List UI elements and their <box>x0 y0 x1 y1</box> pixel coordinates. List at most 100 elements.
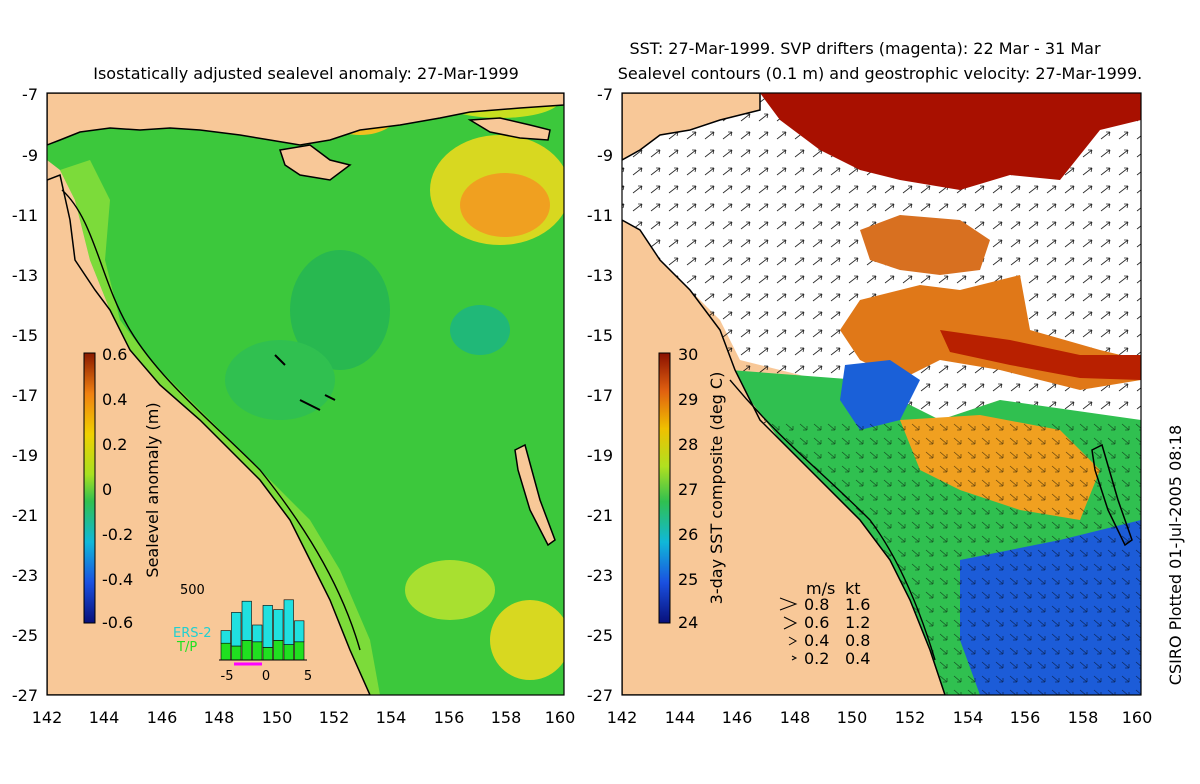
right-x-tick: 150 <box>837 708 868 727</box>
right-map-frame <box>621 92 1142 696</box>
anomaly-low-1 <box>290 250 390 370</box>
inset-legend-ers2: ERS-2 <box>173 626 211 641</box>
velocity-unit-kt: kt <box>845 579 861 598</box>
right-y-tick: -17 <box>587 386 613 405</box>
sst-cb-tick: 27 <box>678 480 698 499</box>
right-y-tick: -13 <box>587 266 613 285</box>
sst-cb-tick: 28 <box>678 435 698 454</box>
left-y-tick: -25 <box>12 626 38 645</box>
inset-bar-ers2 <box>252 624 263 643</box>
islands-solomon <box>467 117 551 141</box>
sst-blue-west <box>840 360 920 430</box>
anomaly-high-5 <box>490 600 564 680</box>
right-y-tick: -9 <box>597 146 613 165</box>
left-x-tick: 160 <box>545 708 576 727</box>
sla-cb-tick: -0.2 <box>102 525 133 544</box>
left-x-tick: 156 <box>434 708 465 727</box>
left-y-tick: -7 <box>22 85 38 104</box>
left-panel-title: Isostatically adjusted sealevel anomaly:… <box>93 64 519 83</box>
right-y-tick: -27 <box>587 686 613 705</box>
velocity-arrow-0.6 <box>783 616 798 630</box>
velocity-legend: m/s kt 0.8 1.6 0.6 1.2 0.4 0.8 0.2 0.4 <box>779 579 870 668</box>
right-x-tick: 154 <box>953 708 984 727</box>
new-caledonia <box>514 443 556 547</box>
right-x-tick: 148 <box>780 708 811 727</box>
left-y-tick: -21 <box>12 506 38 525</box>
left-y-tick: -11 <box>12 206 38 225</box>
velocity-ms: 0.2 <box>804 649 829 668</box>
left-x-tick: 142 <box>32 708 63 727</box>
left-colorbar: 0.6 0.4 0.2 0 -0.2 -0.4 -0.6 Sealevel an… <box>83 345 162 632</box>
right-y-tick: -23 <box>587 566 613 585</box>
new-guinea-land <box>47 93 564 146</box>
right-x-tick: 152 <box>895 708 926 727</box>
right-x-tick: 156 <box>1010 708 1041 727</box>
sst-cb-tick: 29 <box>678 390 698 409</box>
sla-colorbar <box>83 352 96 624</box>
left-x-tick: 144 <box>89 708 120 727</box>
australia-coast <box>47 173 371 695</box>
new-guinea-land <box>622 93 761 161</box>
right-colorbar: 30 29 28 27 26 25 24 3-day SST composite… <box>658 345 726 632</box>
inset-bar-tp <box>294 641 305 661</box>
sla-cb-tick: -0.4 <box>102 570 133 589</box>
inset-legend-tp: T/P <box>176 640 197 655</box>
left-map <box>47 93 564 695</box>
sla-colorbar-label: Sealevel anomaly (m) <box>143 402 162 577</box>
anomaly-low-2 <box>450 305 510 355</box>
inset-bar-tp <box>273 640 284 661</box>
velocity-kt: 1.2 <box>845 613 870 632</box>
left-y-tick: -27 <box>12 686 38 705</box>
left-x-tick: 158 <box>491 708 522 727</box>
velocity-kt: 0.4 <box>845 649 870 668</box>
velocity-unit-ms: m/s <box>806 579 835 598</box>
left-x-axis: 142 144 146 148 150 152 154 156 158 160 <box>32 708 576 727</box>
velocity-arrow-0.8 <box>779 597 798 611</box>
left-y-tick: -17 <box>12 386 38 405</box>
left-x-tick: 154 <box>376 708 407 727</box>
sla-cb-tick: 0.6 <box>102 345 127 364</box>
left-y-tick: -13 <box>12 266 38 285</box>
left-x-tick: 150 <box>262 708 293 727</box>
left-y-tick: -19 <box>12 446 38 465</box>
velocity-arrow-0.4 <box>788 636 798 646</box>
velocity-ms: 0.6 <box>804 613 829 632</box>
right-y-tick: -21 <box>587 506 613 525</box>
inset-bar-ers2 <box>220 630 231 644</box>
australia-coast <box>622 219 946 695</box>
inset-max-label: 500 <box>180 583 205 598</box>
velocity-ms: 0.4 <box>804 631 829 650</box>
left-x-tick: 146 <box>147 708 178 727</box>
left-x-tick: 152 <box>319 708 350 727</box>
velocity-arrow-0.2 <box>791 655 798 661</box>
inset-bar-ers2 <box>241 600 252 641</box>
sst-cb-tick: 25 <box>678 570 698 589</box>
left-y-tick: -9 <box>22 146 38 165</box>
sst-colorbar-label: 3-day SST composite (deg C) <box>707 372 726 605</box>
inset-bar-ers2 <box>262 605 273 648</box>
inset-bar-ers2 <box>273 609 284 641</box>
inset-bar-tp <box>220 642 231 661</box>
plot-credit: CSIRO Plotted 01-Jul-2005 08:18 <box>1166 425 1185 685</box>
sst-hot-north <box>760 93 1141 190</box>
velocity-kt: 1.6 <box>845 595 870 614</box>
right-y-axis: -7 -9 -11 -13 -15 -17 -19 -21 -23 -25 -2… <box>587 85 613 705</box>
shelf-contour <box>729 379 936 661</box>
sst-cb-tick: 26 <box>678 525 698 544</box>
islands-se-png <box>279 144 352 181</box>
right-panel-title-1: SST: 27-Mar-1999. SVP drifters (magenta)… <box>629 39 1100 58</box>
anomaly-high-3 <box>460 173 550 237</box>
right-y-tick: -25 <box>587 626 613 645</box>
velocity-kt: 0.8 <box>845 631 870 650</box>
inset-bar-ers2 <box>231 612 242 647</box>
inset-bar-tp <box>241 640 252 661</box>
sla-cb-tick: 0 <box>102 480 112 499</box>
inset-x-tick: 0 <box>262 669 270 684</box>
inset-bar-ers2 <box>294 620 305 643</box>
right-x-tick: 142 <box>607 708 638 727</box>
inset-bar-tp <box>262 647 273 661</box>
sst-hot-band <box>940 330 1141 380</box>
inset-bar-tp <box>252 641 263 661</box>
right-y-tick: -19 <box>587 446 613 465</box>
